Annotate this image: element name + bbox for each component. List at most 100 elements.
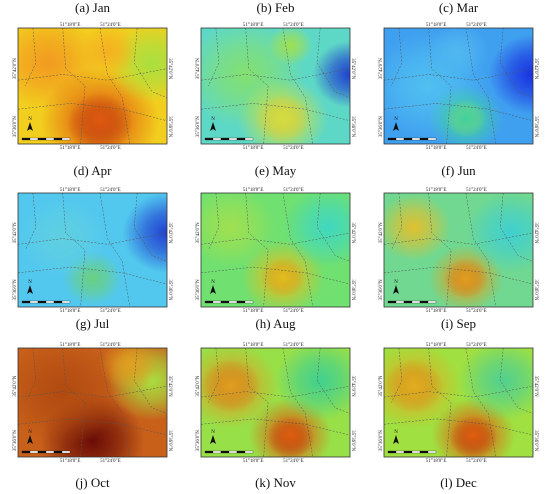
scale-bar	[45, 450, 55, 454]
lon-label: 51°18'0"E	[426, 23, 447, 28]
scale-bar	[45, 300, 55, 304]
district-boundary	[62, 348, 86, 457]
north-arrow	[393, 285, 399, 294]
lat-label: 35°36'0"N	[533, 279, 538, 300]
scale-bar	[236, 450, 246, 454]
scale-bar	[228, 450, 238, 454]
scale-bar	[403, 450, 413, 454]
scale-bar	[61, 450, 71, 454]
district-boundary	[428, 193, 452, 307]
scale-bar	[220, 300, 230, 304]
scale-bar	[244, 450, 254, 454]
heat-blob	[268, 28, 313, 66]
scale-bar	[403, 300, 413, 304]
lat-label: 35°36'0"N	[379, 279, 384, 300]
district-boundary	[18, 68, 167, 81]
lon-label: 51°24'0"E	[466, 23, 487, 28]
heat-blob	[384, 348, 462, 430]
lon-label: 51°24'0"E	[100, 188, 121, 193]
scale-bar	[204, 450, 214, 454]
north-label: N	[28, 280, 32, 285]
lat-label: 35°42'0"N	[167, 58, 172, 79]
heat-blob	[99, 348, 160, 392]
scale-bar	[419, 450, 429, 454]
heat-blob	[201, 193, 276, 268]
lon-label: 51°24'0"E	[283, 343, 304, 348]
north-label: N	[28, 430, 32, 435]
heatmap	[201, 28, 350, 144]
district-boundary	[384, 418, 533, 436]
district-boundary	[391, 348, 403, 403]
panel-label: (j) Oct	[75, 475, 110, 490]
map-frame	[200, 192, 351, 308]
district-boundary	[499, 28, 533, 98]
scale-bar	[45, 137, 55, 141]
scale-bar	[427, 137, 437, 141]
heatmap	[18, 193, 167, 307]
panel-label: (e) May	[255, 163, 297, 178]
heatmap	[18, 28, 167, 144]
district-boundary	[99, 28, 131, 144]
scale-bar	[236, 137, 246, 141]
lon-label: 51°24'0"E	[466, 309, 487, 314]
north-arrow	[393, 122, 399, 131]
lon-label: 51°24'0"E	[283, 146, 304, 151]
lat-label: 35°42'0"N	[13, 375, 18, 396]
lat-label: 35°36'0"N	[533, 430, 538, 451]
lat-label: 35°42'0"N	[196, 222, 201, 243]
district-boundary	[282, 193, 314, 307]
scale-bar	[419, 300, 429, 304]
district-boundary	[384, 266, 533, 285]
scale-bar	[21, 300, 31, 304]
lat-label: 35°36'0"N	[167, 116, 172, 137]
lon-label: 51°24'0"E	[466, 146, 487, 151]
lat-label: 35°42'0"N	[350, 376, 355, 397]
map-frame	[383, 347, 534, 458]
lat-label: 35°42'0"N	[13, 222, 18, 243]
district-boundary	[18, 103, 167, 122]
lon-label: 51°18'0"E	[243, 459, 264, 464]
scale-bar	[403, 137, 413, 141]
district-boundary	[384, 385, 533, 398]
map-panel: 51°18'0"E 51°18'0"E 51°24'0"E 51°24'0"E 35°4…	[196, 188, 355, 314]
lon-label: 51°24'0"E	[100, 309, 121, 314]
lat-label: 35°36'0"N	[196, 116, 201, 137]
district-boundary	[201, 68, 350, 81]
lon-label: 51°18'0"E	[60, 459, 81, 464]
lat-label: 35°36'0"N	[167, 279, 172, 300]
lon-label: 51°24'0"E	[283, 309, 304, 314]
heat-blob	[18, 198, 108, 279]
lat-label: 35°42'0"N	[379, 375, 384, 396]
scale-bar	[244, 300, 254, 304]
lat-label: 35°42'0"N	[350, 58, 355, 79]
north-arrow	[210, 285, 216, 294]
scale-bar	[244, 137, 254, 141]
scale-bar	[29, 450, 39, 454]
district-boundary	[18, 266, 167, 285]
scale-bar	[387, 450, 397, 454]
heat-blob	[238, 78, 328, 144]
lat-label: 35°42'0"N	[167, 376, 172, 397]
district-boundary	[245, 28, 269, 144]
scale-bar	[411, 137, 421, 141]
lat-label: 35°36'0"N	[350, 279, 355, 300]
scale-bar	[419, 137, 429, 141]
map-panel: 51°18'0"E 51°18'0"E 51°24'0"E 51°24'0"E 35°4…	[379, 23, 538, 151]
lat-label: 35°36'0"N	[196, 279, 201, 300]
north-arrow	[27, 122, 33, 131]
district-boundary	[391, 28, 403, 87]
scale-bar	[395, 450, 405, 454]
district-boundary	[465, 348, 497, 457]
district-boundary	[99, 193, 131, 307]
heat-blob	[282, 193, 350, 268]
lat-label: 35°42'0"N	[379, 58, 384, 79]
district-boundary	[316, 348, 350, 414]
lat-label: 35°36'0"N	[379, 116, 384, 137]
scale-bar	[395, 137, 405, 141]
panel-label: (b) Feb	[257, 0, 295, 15]
heat-blob	[201, 348, 279, 430]
lon-label: 51°24'0"E	[100, 459, 121, 464]
scale-bar	[37, 300, 47, 304]
panel-label: (d) Apr	[74, 163, 113, 178]
district-boundary	[201, 103, 350, 122]
